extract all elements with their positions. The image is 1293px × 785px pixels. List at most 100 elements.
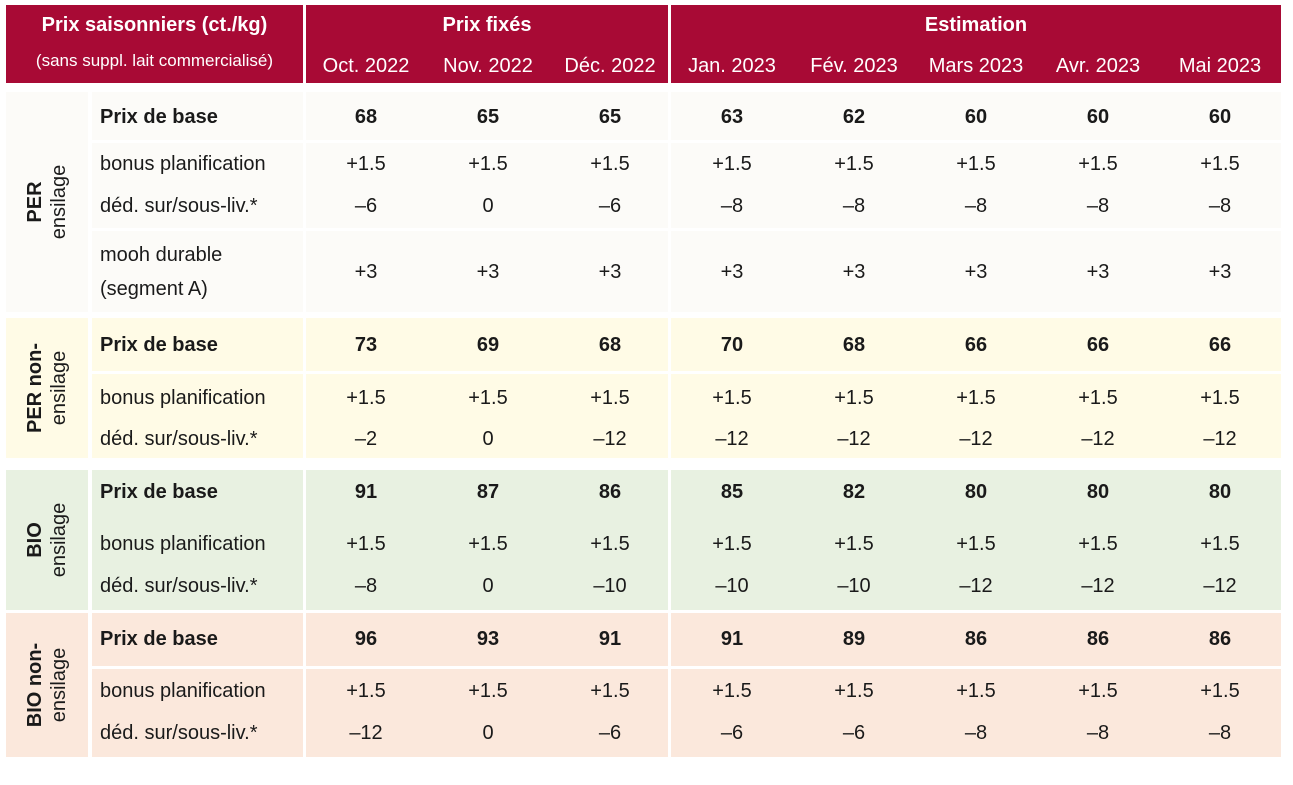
month-header-6: Avr. 2023 (1055, 55, 1141, 77)
month-header-1: Nov. 2022 (443, 55, 533, 77)
value-cell: –6 (598, 195, 622, 217)
column-divider (668, 470, 671, 610)
value-cell: –12 (1203, 428, 1237, 450)
value-cell: +1.5 (1200, 680, 1240, 702)
value-cell: 80 (1208, 481, 1232, 503)
value-cell: 65 (598, 106, 622, 128)
value-cell: –6 (842, 722, 866, 744)
value-cell: +1.5 (346, 153, 386, 175)
value-cell: +1.5 (1078, 387, 1118, 409)
column-divider (668, 318, 671, 458)
section-label: BIO non-ensilage (23, 585, 71, 785)
section-label-line2: ensilage (48, 502, 70, 578)
value-cell: –6 (354, 195, 378, 217)
value-cell: +1.5 (834, 680, 874, 702)
column-divider (303, 613, 306, 757)
value-cell: 0 (482, 722, 494, 744)
value-cell: +3 (964, 261, 988, 283)
value-cell: –8 (354, 575, 378, 597)
section-background (6, 613, 1281, 757)
value-cell: –12 (1081, 575, 1115, 597)
value-cell: –12 (349, 722, 383, 744)
row-label: bonus planification (100, 533, 266, 555)
value-cell: –6 (598, 722, 622, 744)
value-cell: +1.5 (346, 680, 386, 702)
value-cell: –12 (715, 428, 749, 450)
month-header-5: Mars 2023 (928, 55, 1024, 77)
column-divider (668, 613, 671, 757)
value-cell: 86 (1208, 628, 1232, 650)
value-cell: –8 (842, 195, 866, 217)
value-cell: –12 (959, 575, 993, 597)
value-cell: +1.5 (712, 680, 752, 702)
value-cell: 62 (842, 106, 866, 128)
header-divider-1 (303, 5, 306, 83)
value-cell: +1.5 (468, 533, 508, 555)
value-cell: +1.5 (712, 533, 752, 555)
value-cell: 63 (720, 106, 744, 128)
value-cell: 82 (842, 481, 866, 503)
section-label-line1: PER non- (24, 343, 46, 433)
value-cell: 86 (964, 628, 988, 650)
value-cell: –8 (1208, 722, 1232, 744)
value-cell: 73 (354, 334, 378, 356)
value-cell: +1.5 (590, 153, 630, 175)
value-cell: –10 (715, 575, 749, 597)
row-label: bonus planification (100, 387, 266, 409)
value-cell: –12 (959, 428, 993, 450)
month-header-3: Jan. 2023 (688, 55, 776, 77)
value-cell: +1.5 (1200, 387, 1240, 409)
value-cell: +1.5 (712, 153, 752, 175)
value-cell: 68 (354, 106, 378, 128)
header-group-estimate: Estimation (924, 14, 1028, 36)
value-cell: +1.5 (468, 387, 508, 409)
row-divider (92, 666, 1281, 669)
value-cell: +1.5 (956, 153, 996, 175)
column-divider (303, 92, 306, 312)
section-label-line1: BIO non- (24, 642, 46, 728)
value-cell: 60 (964, 106, 988, 128)
value-cell: +1.5 (468, 680, 508, 702)
value-cell: +1.5 (1200, 153, 1240, 175)
column-divider (88, 470, 92, 610)
value-cell: 86 (1086, 628, 1110, 650)
value-cell: +1.5 (590, 533, 630, 555)
value-cell: 66 (1208, 334, 1232, 356)
column-divider (88, 318, 92, 458)
section-label-line1: BIO (24, 522, 46, 558)
value-cell: 91 (720, 628, 744, 650)
value-cell: +1.5 (468, 153, 508, 175)
value-cell: 60 (1086, 106, 1110, 128)
section-label-line2: ensilage (48, 164, 70, 240)
value-cell: 80 (964, 481, 988, 503)
value-cell: –12 (1081, 428, 1115, 450)
month-header-0: Oct. 2022 (322, 55, 410, 77)
value-cell: +1.5 (346, 533, 386, 555)
row-label: bonus planification (100, 680, 266, 702)
column-divider (303, 470, 306, 610)
value-cell: +1.5 (1200, 533, 1240, 555)
value-cell: 65 (476, 106, 500, 128)
row-label: Prix de base (100, 628, 218, 650)
value-cell: –6 (720, 722, 744, 744)
header-title: Prix saisonniers (ct./kg) (41, 14, 268, 36)
header-divider-2 (668, 5, 671, 83)
column-divider (88, 92, 92, 312)
value-cell: –12 (837, 428, 871, 450)
value-cell: 69 (476, 334, 500, 356)
row-label: déd. sur/sous-liv.* (100, 195, 258, 217)
row-label: mooh durable (100, 244, 223, 266)
value-cell: –8 (964, 722, 988, 744)
value-cell: +3 (1208, 261, 1232, 283)
section-label-line2: ensilage (48, 350, 70, 426)
value-cell: +1.5 (712, 387, 752, 409)
value-cell: +3 (476, 261, 500, 283)
section-label: PER ensilage (23, 102, 71, 302)
value-cell: +1.5 (956, 387, 996, 409)
month-header-2: Déc. 2022 (564, 55, 656, 77)
value-cell: 68 (842, 334, 866, 356)
value-cell: +1.5 (956, 533, 996, 555)
value-cell: 60 (1208, 106, 1232, 128)
value-cell: –2 (354, 428, 378, 450)
column-divider (668, 92, 671, 312)
